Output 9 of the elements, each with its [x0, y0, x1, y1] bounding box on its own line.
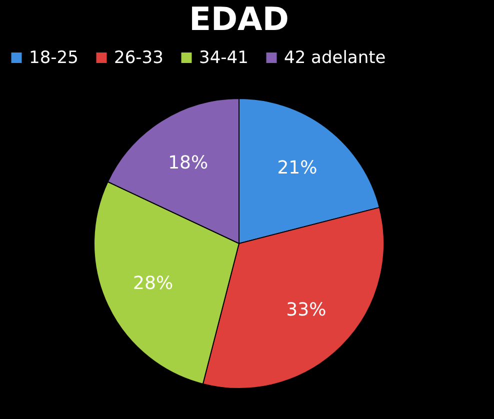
data-label: 33% — [286, 300, 326, 321]
legend-label: 34-41 — [199, 48, 248, 68]
data-label: 21% — [277, 157, 318, 178]
data-label: 18% — [168, 152, 208, 174]
legend-label: 26-33 — [114, 48, 164, 68]
legend-label: 18-25 — [29, 48, 78, 68]
chart-title: EDAD — [189, 0, 289, 38]
data-label: 28% — [133, 272, 174, 294]
legend-label: 42 adelante — [284, 48, 386, 68]
